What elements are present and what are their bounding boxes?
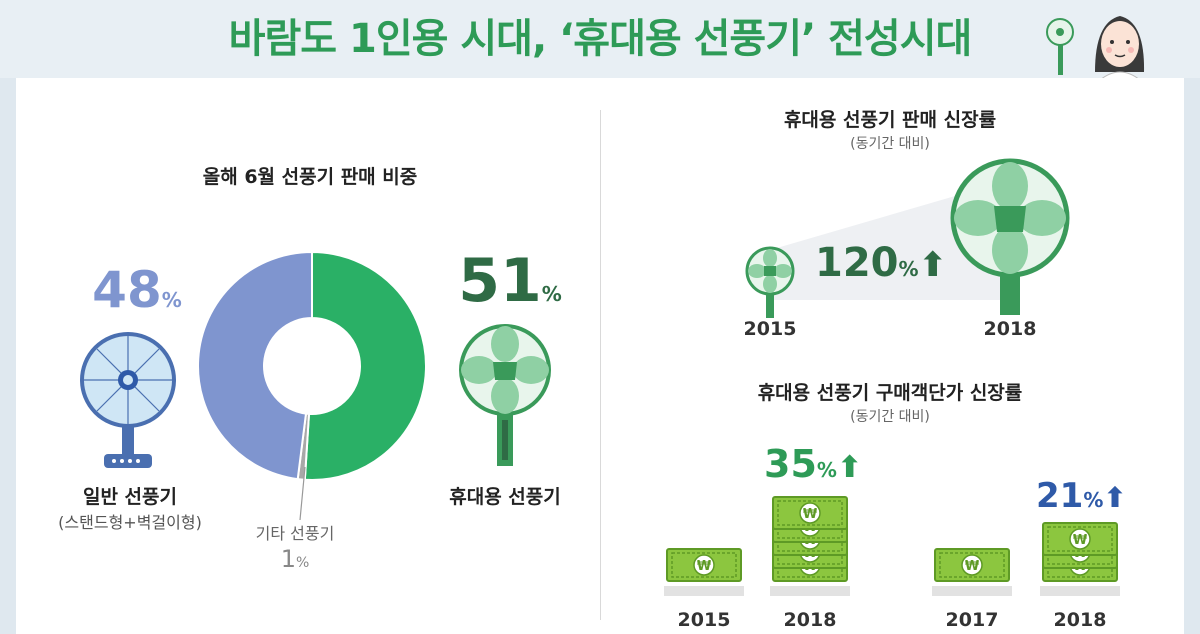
- growth-title: 휴대용 선풍기 판매 신장률: [783, 109, 997, 131]
- donut-slice-general: [197, 250, 313, 481]
- other-fan-label: 기타 선풍기: [255, 524, 335, 543]
- woman-with-fan-icon: [1046, 16, 1145, 81]
- money-stack-right-to-bill-3: ₩: [1042, 522, 1118, 556]
- price-subtitle: (동기간 대비): [850, 409, 930, 425]
- page-title: 바람도 1인용 시대, ‘휴대용 선풍기’ 전성시대: [228, 16, 973, 62]
- title-band: [0, 0, 1200, 78]
- growth-subtitle: (동기간 대비): [850, 136, 930, 152]
- svg-text:₩: ₩: [1073, 533, 1088, 548]
- money-stack-left-from-base: [664, 586, 744, 596]
- share-chart-title: 올해 6월 선풍기 판매 비중: [202, 166, 418, 188]
- general-fan-pct: 48%: [92, 261, 182, 319]
- price-left-year-to: 2018: [783, 609, 837, 631]
- growth-pct: 120%⬆: [815, 240, 948, 286]
- money-stack-left-to-base: [770, 586, 850, 596]
- svg-text:₩: ₩: [697, 559, 712, 574]
- growth-year-from: 2015: [743, 318, 797, 340]
- money-stack-right-from-bill-1: ₩: [934, 548, 1010, 582]
- big-fan-2018-icon: [950, 158, 1070, 315]
- money-stack-left-to-bill-5: ₩: [772, 496, 848, 530]
- growth-wedge: [770, 180, 1010, 300]
- portable-fan-pct: 51%: [458, 246, 562, 316]
- price-title: 휴대용 선풍기 구매객단가 신장률: [757, 382, 1023, 404]
- money-stack-left-from-bill-1: ₩: [666, 548, 742, 582]
- donut-slice-portable: [303, 250, 427, 481]
- money-stack-right-to-base: [1040, 586, 1120, 596]
- price-right-year-from: 2017: [945, 609, 999, 631]
- svg-text:₩: ₩: [803, 507, 818, 522]
- other-callout-line: [299, 466, 306, 521]
- share-donut-chart: [197, 250, 427, 481]
- svg-text:₩: ₩: [965, 559, 980, 574]
- small-fan-2015-icon: [745, 246, 795, 318]
- portable-fan-icon: [459, 324, 551, 466]
- other-fan-pct: 1%: [280, 545, 310, 573]
- panel-divider: [600, 110, 601, 620]
- growth-year-to: 2018: [983, 318, 1037, 340]
- general-fan-sublabel: (스탠드형+벽걸이형): [58, 513, 202, 532]
- stand-fan-icon: [80, 332, 176, 468]
- price-right-year-to: 2018: [1053, 609, 1107, 631]
- money-stack-right-from-base: [932, 586, 1012, 596]
- price-left-year-from: 2015: [677, 609, 731, 631]
- portable-fan-label: 휴대용 선풍기: [449, 486, 561, 508]
- price-left-pct: 35%⬆: [764, 442, 863, 486]
- general-fan-label: 일반 선풍기: [82, 486, 177, 508]
- price-right-pct: 21%⬆: [1036, 476, 1127, 516]
